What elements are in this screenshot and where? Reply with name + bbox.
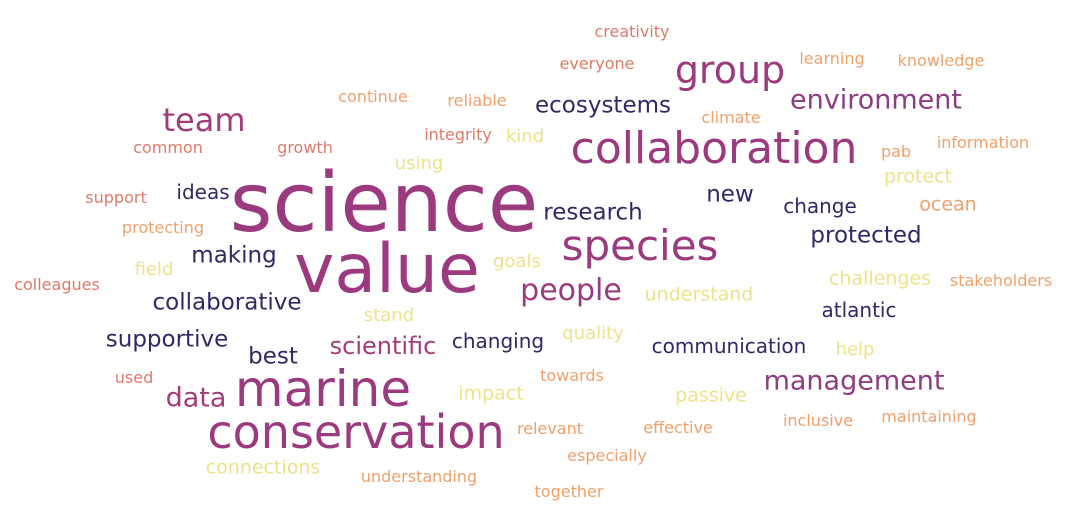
word-integrity: integrity: [424, 125, 492, 144]
word-understanding: understanding: [360, 467, 478, 486]
word-kind: kind: [505, 126, 545, 147]
word-reliable: reliable: [447, 91, 507, 110]
word-common: common: [133, 138, 203, 157]
word-best: best: [248, 343, 298, 370]
word-ocean: ocean: [919, 193, 977, 216]
word-help: help: [835, 339, 875, 360]
word-climate: climate: [701, 108, 761, 127]
word-species: species: [561, 221, 719, 270]
word-protected: protected: [810, 222, 922, 249]
word-field: field: [134, 259, 174, 280]
word-group: group: [674, 48, 786, 92]
word-scientific: scientific: [329, 332, 437, 360]
word-knowledge: knowledge: [897, 51, 985, 70]
word-learning: learning: [799, 49, 865, 68]
word-marine: marine: [234, 360, 412, 418]
word-inclusive: inclusive: [782, 411, 854, 430]
word-impact: impact: [458, 382, 524, 405]
word-stand: stand: [363, 305, 415, 326]
word-colleagues: colleagues: [14, 275, 100, 294]
word-changing: changing: [451, 329, 545, 353]
word-management: management: [763, 365, 945, 397]
word-maintaining: maintaining: [881, 407, 977, 426]
word-value: value: [294, 230, 480, 309]
word-collaboration: collaboration: [570, 123, 858, 174]
word-goals: goals: [493, 251, 541, 272]
word-information: information: [936, 133, 1030, 152]
word-protect: protect: [883, 165, 953, 188]
word-supportive: supportive: [105, 326, 229, 353]
word-change: change: [783, 194, 857, 218]
word-team: team: [162, 101, 246, 139]
word-research: research: [543, 199, 643, 226]
word-ecosystems: ecosystems: [534, 92, 672, 119]
word-everyone: everyone: [559, 54, 635, 73]
word-collaborative: collaborative: [152, 289, 302, 316]
word-conservation: conservation: [207, 405, 505, 459]
word-using: using: [394, 153, 444, 174]
word-creativity: creativity: [594, 22, 670, 41]
word-growth: growth: [277, 138, 333, 157]
word-protecting: protecting: [121, 218, 205, 237]
word-making: making: [191, 242, 277, 269]
word-continue: continue: [338, 87, 408, 106]
word-support: support: [85, 188, 147, 207]
word-connections: connections: [205, 456, 321, 479]
word-relevant: relevant: [516, 419, 584, 438]
word-passive: passive: [675, 384, 747, 407]
word-understand: understand: [644, 283, 754, 306]
word-together: together: [534, 482, 604, 501]
word-people: people: [520, 273, 622, 308]
word-used: used: [114, 368, 154, 387]
word-science: science: [229, 156, 539, 251]
word-new: new: [706, 181, 754, 208]
word-challenges: challenges: [828, 267, 932, 290]
word-communication: communication: [651, 334, 807, 358]
word-environment: environment: [790, 84, 962, 116]
word-stakeholders: stakeholders: [949, 271, 1053, 290]
word-ideas: ideas: [176, 180, 230, 204]
word-effective: effective: [643, 418, 713, 437]
word-especially: especially: [567, 446, 647, 465]
word-towards: towards: [540, 366, 604, 385]
word-pab: pab: [880, 142, 912, 161]
word-data: data: [165, 382, 227, 414]
word-atlantic: atlantic: [821, 298, 897, 322]
word-quality: quality: [562, 323, 624, 344]
